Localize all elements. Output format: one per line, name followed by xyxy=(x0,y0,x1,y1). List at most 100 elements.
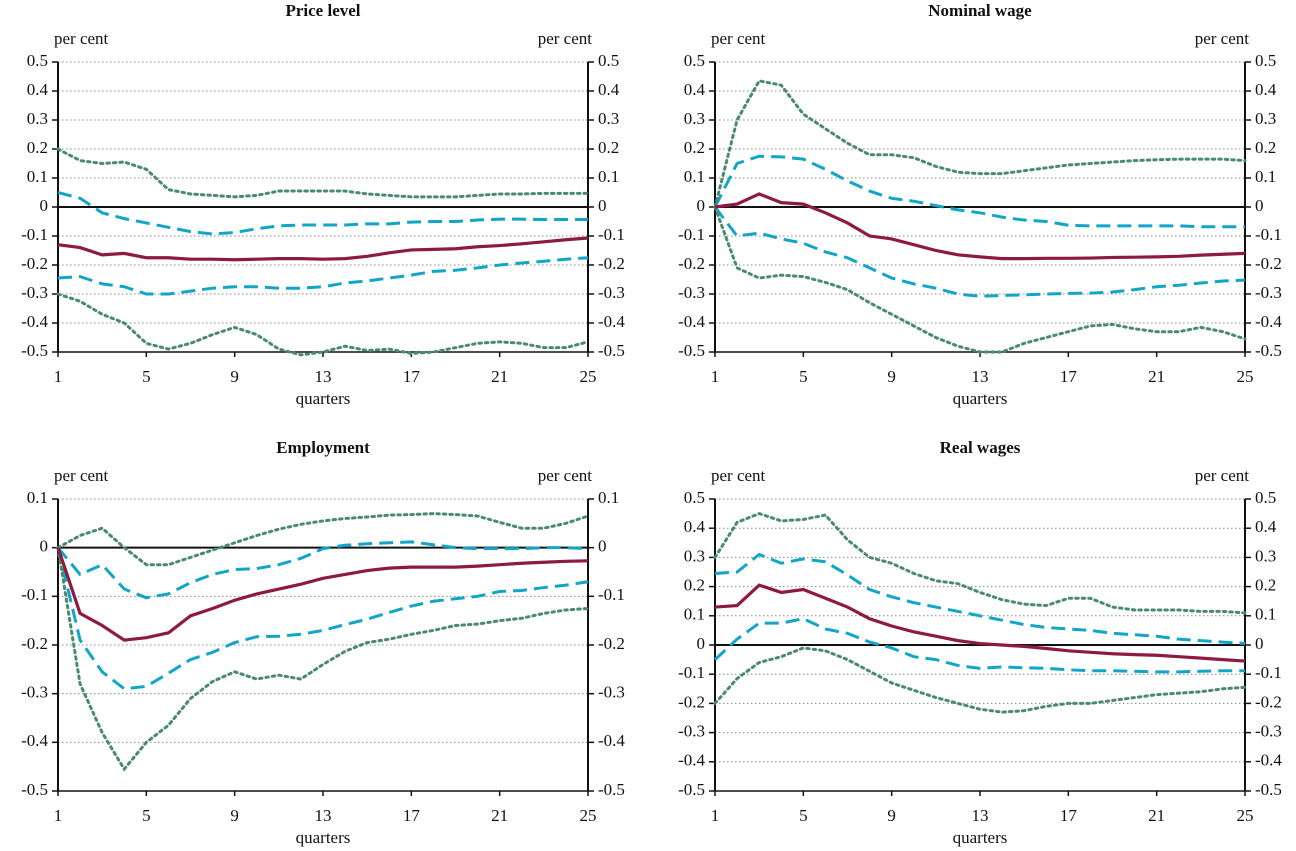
y-tick-label: 0.1 xyxy=(684,605,705,624)
y-tick-label: 0.5 xyxy=(684,51,705,70)
y2-tick-label: 0.5 xyxy=(1255,488,1276,507)
series-line xyxy=(713,205,1247,354)
y-tick-label: -0.1 xyxy=(678,663,705,682)
y-tick-label: 0.2 xyxy=(27,138,48,157)
y-tick-label: -0.3 xyxy=(678,722,705,741)
y-tick-label: 0 xyxy=(40,537,49,556)
y-tick-label: -0.3 xyxy=(678,283,705,302)
x-tick-label: 1 xyxy=(711,806,720,825)
x-tick-label: 13 xyxy=(315,806,332,825)
y2-tick-label: 0.3 xyxy=(1255,109,1276,128)
y-tick-label: -0.2 xyxy=(21,254,48,273)
y-axis-label: per cent xyxy=(711,466,766,485)
y-axis-label: per cent xyxy=(54,466,109,485)
y-tick-label: 0.3 xyxy=(684,546,705,565)
y2-tick-label: 0.4 xyxy=(598,80,620,99)
series-line xyxy=(713,154,1245,229)
series-line xyxy=(56,546,590,772)
y2-tick-label: 0.1 xyxy=(598,167,619,186)
series-line xyxy=(714,192,1246,261)
y2-tick-label: -0.3 xyxy=(1255,722,1282,741)
x-tick-label: 17 xyxy=(1060,806,1078,825)
x-axis-label: quarters xyxy=(953,389,1008,408)
series-line xyxy=(56,147,590,199)
x-tick-label: 13 xyxy=(972,367,989,386)
x-tick-label: 21 xyxy=(491,806,508,825)
series-line xyxy=(57,256,589,296)
series-line xyxy=(713,617,1245,674)
x-tick-label: 21 xyxy=(1148,367,1165,386)
x-tick-label: 17 xyxy=(403,806,421,825)
y-tick-label: 0.1 xyxy=(27,488,48,507)
series-line xyxy=(56,512,590,567)
x-tick-label: 5 xyxy=(799,367,808,386)
x-tick-label: 1 xyxy=(54,367,63,386)
x-tick-label: 25 xyxy=(580,367,597,386)
y-tick-label: 0 xyxy=(697,196,706,215)
y-tick-label: -0.5 xyxy=(678,780,705,799)
series-line xyxy=(714,552,1246,646)
series-line xyxy=(56,540,589,600)
series-line xyxy=(56,292,590,357)
x-tick-label: 21 xyxy=(491,367,508,386)
y2-tick-label: -0.3 xyxy=(1255,283,1282,302)
y2-tick-label: 0.2 xyxy=(598,138,619,157)
y2-tick-label: -0.3 xyxy=(598,683,625,702)
y-tick-label: 0.4 xyxy=(27,80,49,99)
y2-tick-label: 0.3 xyxy=(598,109,619,128)
x-tick-label: 21 xyxy=(1148,806,1165,825)
y2-tick-label: 0 xyxy=(1255,634,1264,653)
y-tick-label: -0.4 xyxy=(21,731,48,750)
x-tick-label: 9 xyxy=(887,367,896,386)
series-line xyxy=(57,236,589,262)
y2-tick-label: 0.4 xyxy=(1255,517,1277,536)
y2-tick-label: -0.2 xyxy=(598,634,625,653)
y-tick-label: 0.3 xyxy=(27,109,48,128)
x-tick-label: 13 xyxy=(315,367,332,386)
y-tick-label: -0.1 xyxy=(21,225,48,244)
y-tick-label: 0.2 xyxy=(684,576,705,595)
y2-axis-label: per cent xyxy=(538,29,593,48)
x-axis-label: quarters xyxy=(953,828,1008,847)
y-axis-label: per cent xyxy=(54,29,109,48)
y-tick-label: -0.1 xyxy=(678,225,705,244)
y2-tick-label: -0.5 xyxy=(1255,780,1282,799)
y-tick-label: -0.2 xyxy=(678,254,705,273)
series-line xyxy=(713,206,1246,298)
y2-tick-label: -0.1 xyxy=(1255,663,1282,682)
y-tick-label: -0.4 xyxy=(678,312,705,331)
y-tick-label: 0 xyxy=(40,196,49,215)
y2-tick-label: 0.2 xyxy=(1255,138,1276,157)
y2-tick-label: 0 xyxy=(598,196,607,215)
x-tick-label: 5 xyxy=(799,806,808,825)
x-axis-label: quarters xyxy=(296,389,351,408)
x-axis-label: quarters xyxy=(296,828,351,847)
y2-tick-label: -0.1 xyxy=(598,225,625,244)
x-tick-label: 9 xyxy=(887,806,896,825)
y2-tick-label: 0.5 xyxy=(598,51,619,70)
x-tick-label: 13 xyxy=(972,806,989,825)
series-line xyxy=(714,583,1246,663)
y2-axis-label: per cent xyxy=(1195,29,1250,48)
x-tick-label: 25 xyxy=(1237,367,1254,386)
x-tick-label: 17 xyxy=(403,367,421,386)
x-tick-label: 9 xyxy=(230,367,239,386)
chart-title: Nominal wage xyxy=(928,1,1032,20)
y-tick-label: -0.2 xyxy=(21,634,48,653)
series-line xyxy=(56,547,589,691)
y-tick-label: 0.1 xyxy=(27,167,48,186)
y2-axis-label: per cent xyxy=(1195,466,1250,485)
y2-tick-label: -0.5 xyxy=(1255,341,1282,360)
y2-tick-label: 0.2 xyxy=(1255,576,1276,595)
series-line xyxy=(713,646,1247,714)
y-tick-label: 0.2 xyxy=(684,138,705,157)
x-tick-label: 5 xyxy=(142,806,151,825)
y2-tick-label: -0.4 xyxy=(1255,312,1282,331)
x-tick-label: 25 xyxy=(1237,806,1254,825)
series-line xyxy=(57,191,588,236)
y-tick-label: -0.1 xyxy=(21,585,48,604)
chart-title: Real wages xyxy=(940,438,1021,457)
y2-tick-label: -0.1 xyxy=(598,585,625,604)
y-tick-label: -0.3 xyxy=(21,683,48,702)
